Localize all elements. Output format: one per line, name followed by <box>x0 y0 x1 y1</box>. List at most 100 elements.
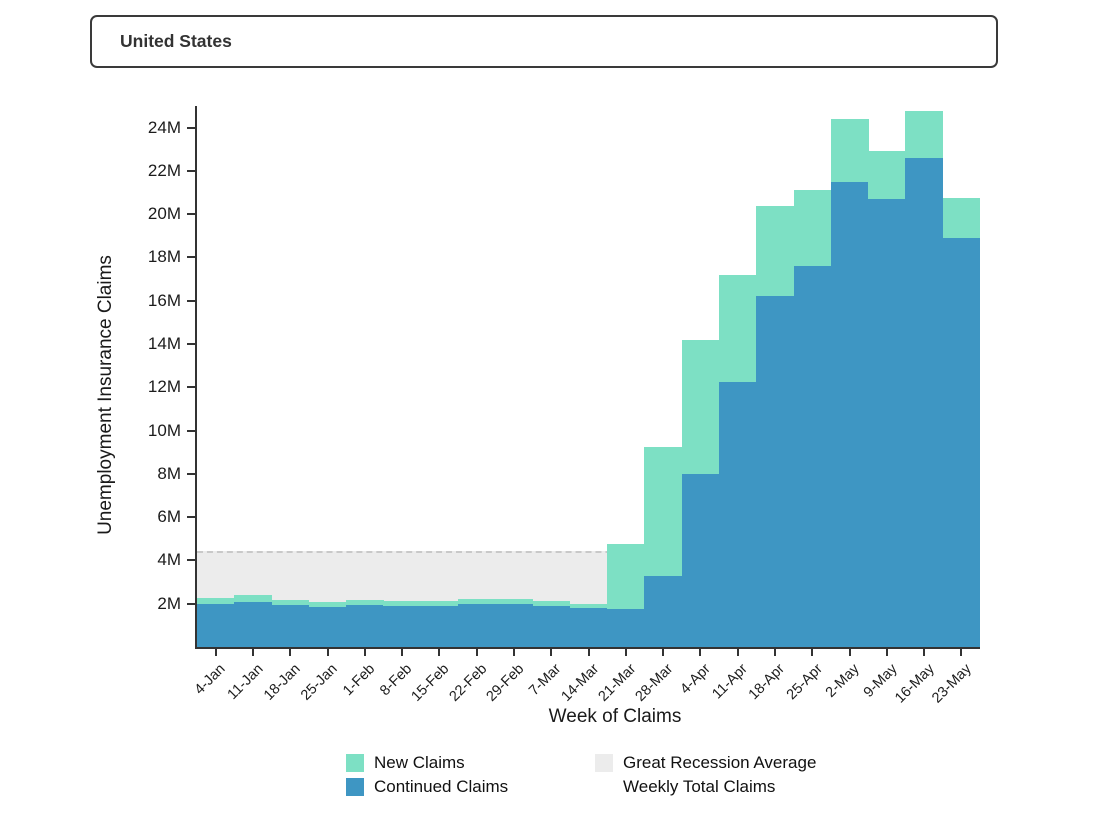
bar-continued-claims-7-Mar[interactable] <box>532 605 571 647</box>
y-tick-label: 4M <box>157 550 181 570</box>
x-tick-label: 29-Feb <box>483 661 528 705</box>
y-axis-title: Unemployment Insurance Claims <box>95 255 116 535</box>
y-tick <box>187 386 195 389</box>
bar-continued-claims-2-May[interactable] <box>830 181 869 647</box>
x-tick <box>512 649 515 656</box>
y-axis-line <box>195 106 197 649</box>
bar-new-claims-11-Jan[interactable] <box>234 594 273 602</box>
y-tick <box>187 256 195 259</box>
x-tick <box>438 649 441 656</box>
bar-continued-claims-15-Feb[interactable] <box>420 605 459 647</box>
legend-label: New Claims <box>374 753 465 772</box>
y-tick <box>187 213 195 216</box>
bar-continued-claims-14-Mar[interactable] <box>569 608 608 647</box>
bar-new-claims-11-Apr[interactable] <box>719 274 757 382</box>
legend-item-recession-average-line2: Weekly Total Claims <box>595 776 816 798</box>
bar-continued-claims-11-Jan[interactable] <box>234 601 273 647</box>
y-tick-label: 6M <box>157 507 181 527</box>
bar-continued-claims-9-May[interactable] <box>868 199 906 647</box>
bar-continued-claims-18-Jan[interactable] <box>271 604 310 647</box>
bar-new-claims-18-Apr[interactable] <box>756 205 795 297</box>
bar-new-claims-4-Apr[interactable] <box>681 339 720 474</box>
y-tick-label: 14M <box>147 334 181 354</box>
x-tick <box>587 649 590 656</box>
legend-item-continued-claims: Continued Claims <box>346 776 508 798</box>
x-tick-label: 22-Feb <box>446 661 490 705</box>
bar-new-claims-18-Jan[interactable] <box>271 600 310 605</box>
bar-new-claims-28-Mar[interactable] <box>644 446 683 576</box>
x-tick <box>736 649 739 656</box>
x-tick <box>251 649 254 656</box>
x-tick-label: 21-Mar <box>595 661 640 705</box>
x-tick <box>401 649 404 656</box>
y-tick <box>187 169 195 172</box>
legend-item-new-claims: New Claims <box>346 752 508 774</box>
x-tick <box>923 649 926 656</box>
bar-continued-claims-16-May[interactable] <box>905 157 944 647</box>
bar-continued-claims-8-Feb[interactable] <box>383 605 422 647</box>
bar-new-claims-15-Feb[interactable] <box>420 601 459 606</box>
bar-new-claims-16-May[interactable] <box>905 111 944 158</box>
bar-continued-claims-18-Apr[interactable] <box>756 296 795 647</box>
bar-continued-claims-23-May[interactable] <box>942 238 981 647</box>
bar-continued-claims-25-Apr[interactable] <box>793 266 832 647</box>
bar-new-claims-25-Apr[interactable] <box>793 190 832 267</box>
y-tick-label: 24M <box>147 117 181 137</box>
bar-new-claims-14-Mar[interactable] <box>569 603 608 609</box>
bar-new-claims-4-Jan[interactable] <box>197 598 235 604</box>
x-tick-label: 28-Mar <box>632 661 677 705</box>
x-tick-label: 25-Jan <box>298 661 341 704</box>
bar-continued-claims-4-Apr[interactable] <box>681 473 720 647</box>
bar-new-claims-29-Feb[interactable] <box>495 598 534 604</box>
x-tick <box>326 649 329 656</box>
y-tick <box>187 516 195 519</box>
x-tick <box>773 649 776 656</box>
x-tick-label: 4-Apr <box>677 661 714 698</box>
bar-new-claims-22-Feb[interactable] <box>458 599 496 604</box>
x-tick-label: 18-Apr <box>746 661 789 704</box>
bar-continued-claims-1-Feb[interactable] <box>346 604 384 647</box>
bar-continued-claims-11-Apr[interactable] <box>719 381 757 647</box>
bar-new-claims-21-Mar[interactable] <box>607 544 645 610</box>
x-tick <box>475 649 478 656</box>
x-tick <box>960 649 963 656</box>
x-tick <box>289 649 292 656</box>
x-tick <box>624 649 627 656</box>
x-tick-label: 11-Jan <box>224 661 267 703</box>
bar-new-claims-1-Feb[interactable] <box>346 600 384 605</box>
y-tick <box>187 602 195 605</box>
bar-continued-claims-21-Mar[interactable] <box>607 609 645 647</box>
y-tick-label: 12M <box>147 377 181 397</box>
bar-new-claims-7-Mar[interactable] <box>532 601 571 606</box>
bar-new-claims-25-Jan[interactable] <box>308 602 347 607</box>
y-tick <box>187 429 195 432</box>
x-tick-label: 16-May <box>891 661 938 707</box>
y-tick <box>187 299 195 302</box>
y-tick-label: 16M <box>147 290 181 310</box>
bar-continued-claims-28-Mar[interactable] <box>644 575 683 647</box>
bar-continued-claims-25-Jan[interactable] <box>308 606 347 647</box>
y-tick-label: 8M <box>157 463 181 483</box>
x-tick-label: 14-Mar <box>558 661 602 705</box>
bar-new-claims-8-Feb[interactable] <box>383 601 422 606</box>
bar-continued-claims-4-Jan[interactable] <box>197 603 235 647</box>
y-tick-label: 22M <box>147 160 181 180</box>
x-tick-label: 18-Jan <box>260 661 304 704</box>
x-tick-label: 4-Jan <box>192 661 229 698</box>
x-tick <box>699 649 702 656</box>
x-tick-label: 25-Apr <box>783 661 826 704</box>
bar-continued-claims-29-Feb[interactable] <box>495 603 534 647</box>
bar-continued-claims-22-Feb[interactable] <box>458 603 496 647</box>
x-tick-label: 15-Feb <box>408 661 453 705</box>
y-tick-label: 20M <box>147 204 181 224</box>
bar-new-claims-23-May[interactable] <box>942 197 981 238</box>
bar-new-claims-9-May[interactable] <box>868 151 906 200</box>
legend-label: Weekly Total Claims <box>623 777 776 796</box>
recession-average-swatch-icon <box>595 754 613 772</box>
region-selector[interactable]: United States <box>90 15 998 68</box>
bar-new-claims-2-May[interactable] <box>830 118 869 182</box>
new-claims-swatch-icon <box>346 754 364 772</box>
x-tick <box>811 649 814 656</box>
x-tick-label: 2-May <box>823 661 863 701</box>
